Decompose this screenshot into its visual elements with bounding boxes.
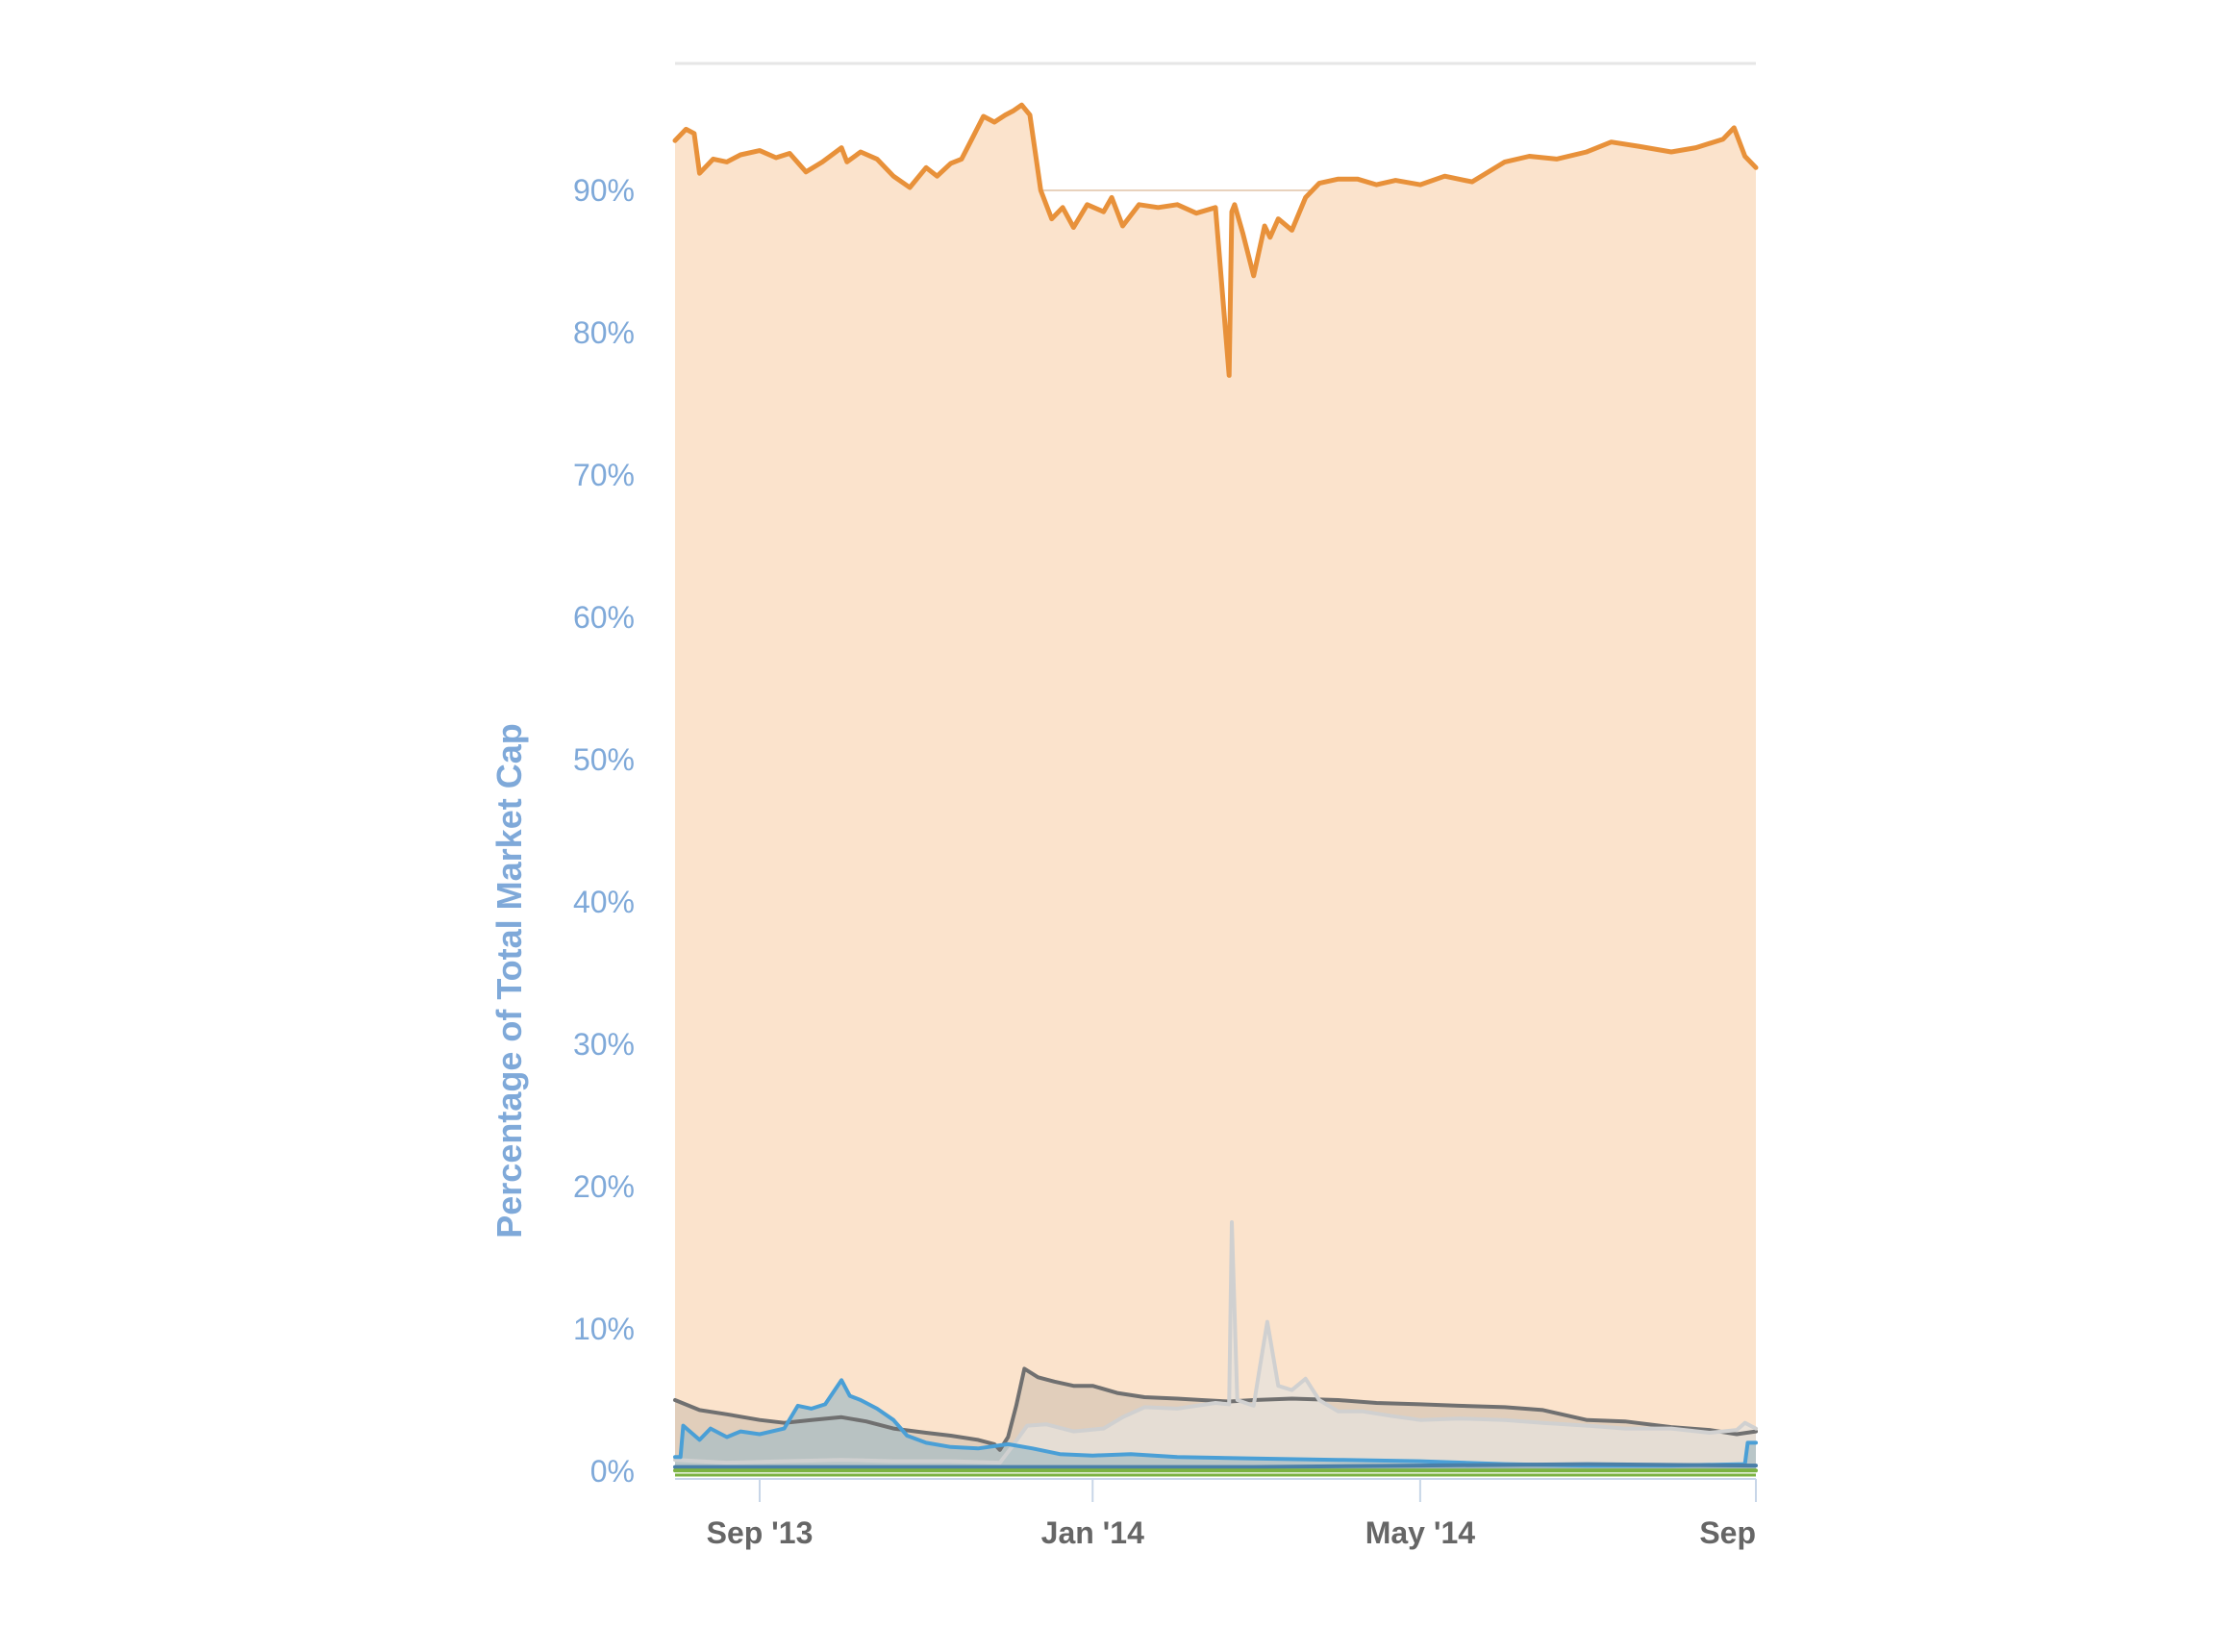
y-tick-label: 80%	[573, 315, 635, 350]
series-1-line	[673, 1366, 1758, 1452]
series-4-line	[673, 1462, 1758, 1469]
y-tick-label: 20%	[573, 1169, 635, 1204]
x-tick-label: May '14	[1365, 1515, 1476, 1550]
series-2-area	[675, 1222, 1756, 1471]
y-axis-ticks: 0% 10% 20% 30% 40% 50% 60% 70% 80% 90%	[573, 173, 635, 1489]
y-tick-label: 40%	[573, 885, 635, 919]
series-areas	[675, 105, 1756, 1472]
y-tick-label: 0%	[590, 1454, 635, 1489]
x-tick-label: Sep	[1699, 1515, 1756, 1550]
y-tick-label: 10%	[573, 1312, 635, 1346]
series-3-area	[675, 1380, 1756, 1471]
y-tick-label: 60%	[573, 600, 635, 635]
series-2-line	[673, 1220, 1758, 1465]
series-0-area	[675, 105, 1756, 1472]
x-axis-ticks: Sep '13 Jan '14 May '14 Sep	[707, 1479, 1757, 1550]
series-lines	[672, 102, 1759, 1480]
y-tick-label: 50%	[573, 742, 635, 777]
x-tick-label: Jan '14	[1041, 1515, 1144, 1550]
y-tick-label: 30%	[573, 1027, 635, 1062]
y-axis-label: Percentage of Total Market Cap	[489, 723, 529, 1238]
y-tick-label: 70%	[573, 458, 635, 492]
series-0-line	[672, 102, 1759, 378]
x-tick-label: Sep '13	[707, 1515, 814, 1550]
y-tick-label: 90%	[573, 173, 635, 208]
series-3-line	[673, 1378, 1758, 1468]
